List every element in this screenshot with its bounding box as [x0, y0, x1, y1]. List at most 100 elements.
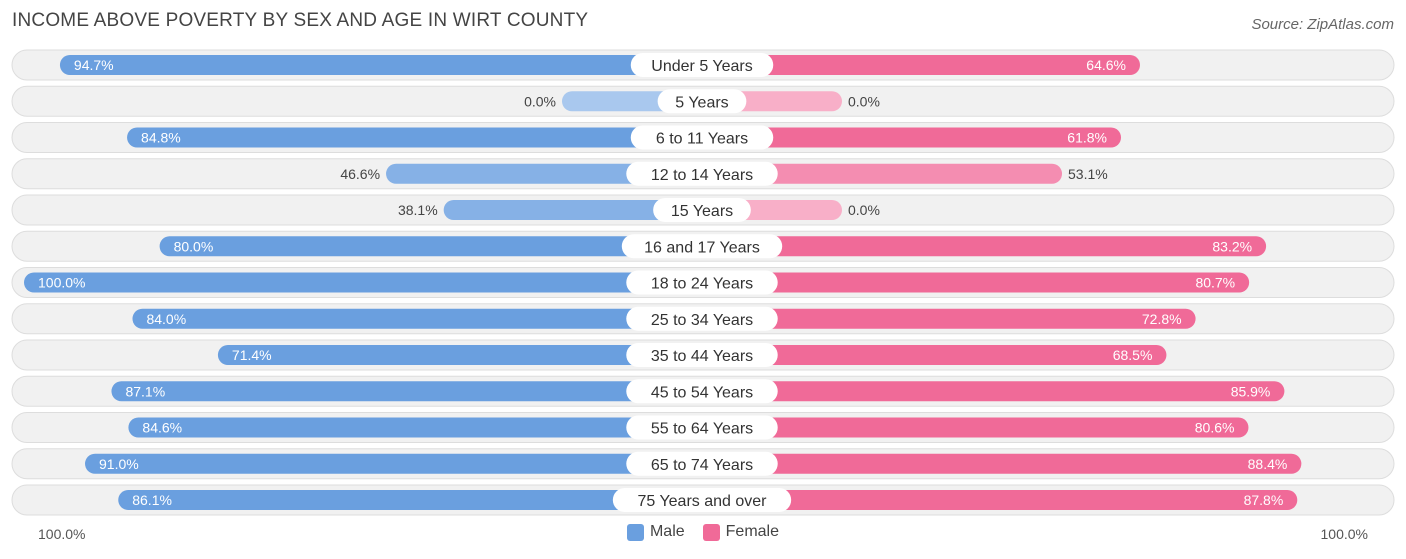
data-label-female: 72.8%: [1142, 311, 1182, 327]
bar-male[interactable]: [127, 127, 702, 148]
category-label: 65 to 74 Years: [651, 457, 753, 474]
bar-male[interactable]: [386, 163, 702, 184]
chart-row: 87.1% 85.9% 45 to 54 Years: [11, 375, 1395, 407]
legend-item-female[interactable]: Female: [702, 523, 780, 541]
bar-male[interactable]: [128, 417, 703, 438]
chart-row: 38.1% 0.0% 15 Years: [11, 194, 1395, 226]
bar-male[interactable]: [111, 381, 703, 402]
category-label: 35 to 44 Years: [651, 348, 753, 365]
category-label-background: [612, 488, 792, 512]
category-label-background: [630, 125, 774, 150]
data-label-female: 80.6%: [1195, 420, 1235, 436]
bar-female[interactable]: [702, 272, 1250, 293]
chart-row: 71.4% 68.5% 35 to 44 Years: [11, 339, 1395, 371]
legend-label-female: Female: [725, 523, 780, 540]
bar-female[interactable]: [702, 236, 1267, 257]
bar-male[interactable]: [217, 345, 702, 365]
data-label-male: 94.7%: [74, 57, 114, 73]
category-label-background: [626, 451, 778, 476]
data-label-female: 88.4%: [1248, 456, 1288, 472]
x-axis-right-label: 100.0%: [1320, 526, 1368, 542]
legend-label-male: Male: [649, 523, 685, 540]
category-label: 12 to 14 Years: [651, 167, 753, 184]
category-label-background: [626, 161, 778, 186]
chart-row: 100.0% 80.7% 18 to 24 Years: [11, 267, 1395, 298]
bar-female[interactable]: [702, 345, 1167, 365]
bar-female[interactable]: [702, 127, 1122, 148]
category-label-background: [653, 198, 751, 222]
chart-row: 80.0% 83.2% 16 and 17 Years: [11, 230, 1395, 262]
bar-male[interactable]: [118, 490, 702, 510]
data-label-female: 53.1%: [1068, 166, 1108, 182]
chart-row: 84.6% 80.6% 55 to 64 Years: [11, 412, 1395, 443]
data-label-male: 71.4%: [232, 347, 272, 363]
category-label: 6 to 11 Years: [656, 131, 748, 148]
category-label: 25 to 34 Years: [651, 312, 753, 329]
bar-female[interactable]: [702, 308, 1196, 329]
chart-row: 94.7% 64.6% Under 5 Years: [11, 49, 1395, 81]
data-label-male: 84.6%: [142, 420, 182, 436]
category-label: 5 Years: [675, 94, 728, 111]
bar-male[interactable]: [24, 272, 702, 293]
bar-female[interactable]: [702, 55, 1140, 75]
data-label-female: 83.2%: [1212, 238, 1252, 254]
category-label: 15 Years: [671, 203, 733, 220]
bar-male[interactable]: [132, 308, 703, 329]
bar-female[interactable]: [702, 381, 1285, 402]
legend-item-male[interactable]: Male: [626, 523, 685, 541]
bar-male[interactable]: [443, 200, 702, 220]
chart-row: 0.0% 0.0% 5 Years: [11, 85, 1395, 117]
category-label: 18 to 24 Years: [651, 276, 753, 293]
bar-female[interactable]: [702, 417, 1249, 438]
chart-title: INCOME ABOVE POVERTY BY SEX AND AGE IN W…: [12, 10, 589, 31]
bar-female[interactable]: [702, 453, 1302, 474]
category-label-background: [626, 343, 778, 367]
data-label-male: 46.6%: [340, 166, 380, 182]
chart-row: 84.0% 72.8% 25 to 34 Years: [11, 303, 1395, 335]
data-label-female: 0.0%: [848, 93, 880, 109]
chart-row: 91.0% 88.4% 65 to 74 Years: [11, 448, 1395, 480]
category-label-background: [621, 234, 783, 259]
bar-male[interactable]: [59, 55, 702, 75]
bar-male[interactable]: [159, 236, 703, 257]
category-label: 16 and 17 Years: [644, 239, 760, 256]
category-label: 75 Years and over: [638, 493, 768, 510]
x-axis-left-label: 100.0%: [38, 526, 86, 542]
legend-swatch-female: [702, 523, 720, 541]
legend: Male Female: [0, 523, 1406, 541]
data-label-male: 87.1%: [125, 383, 165, 399]
data-label-male: 91.0%: [99, 456, 139, 472]
data-label-female: 0.0%: [848, 202, 880, 218]
category-label: Under 5 Years: [651, 58, 752, 75]
chart-row: 84.8% 61.8% 6 to 11 Years: [11, 122, 1395, 153]
chart-source: Source: ZipAtlas.com: [1251, 16, 1394, 33]
category-label-background: [626, 379, 778, 404]
data-label-male: 84.0%: [146, 311, 186, 327]
category-label: 55 to 64 Years: [651, 421, 753, 438]
chart-row: 86.1% 87.8% 75 Years and over: [11, 484, 1395, 516]
data-label-male: 80.0%: [174, 238, 214, 254]
data-label-male: 0.0%: [524, 93, 556, 109]
category-label-background: [630, 53, 774, 77]
category-label-background: [657, 89, 747, 114]
data-label-female: 64.6%: [1086, 57, 1126, 73]
data-label-female: 61.8%: [1067, 130, 1107, 146]
chart-row: 46.6% 53.1% 12 to 14 Years: [11, 158, 1395, 190]
data-label-female: 80.7%: [1195, 275, 1235, 291]
bar-female[interactable]: [702, 163, 1063, 184]
category-label-background: [626, 306, 778, 331]
data-label-male: 86.1%: [132, 492, 172, 508]
data-label-female: 68.5%: [1113, 347, 1153, 363]
data-label-female: 87.8%: [1244, 492, 1284, 508]
data-label-male: 100.0%: [38, 275, 85, 291]
category-label-background: [626, 415, 778, 440]
category-label-background: [626, 270, 778, 295]
bar-male[interactable]: [85, 453, 702, 474]
legend-swatch-male: [626, 523, 644, 541]
data-label-male: 38.1%: [398, 202, 438, 218]
bar-female[interactable]: [702, 490, 1298, 510]
data-label-female: 85.9%: [1231, 383, 1271, 399]
data-label-male: 84.8%: [141, 130, 181, 146]
